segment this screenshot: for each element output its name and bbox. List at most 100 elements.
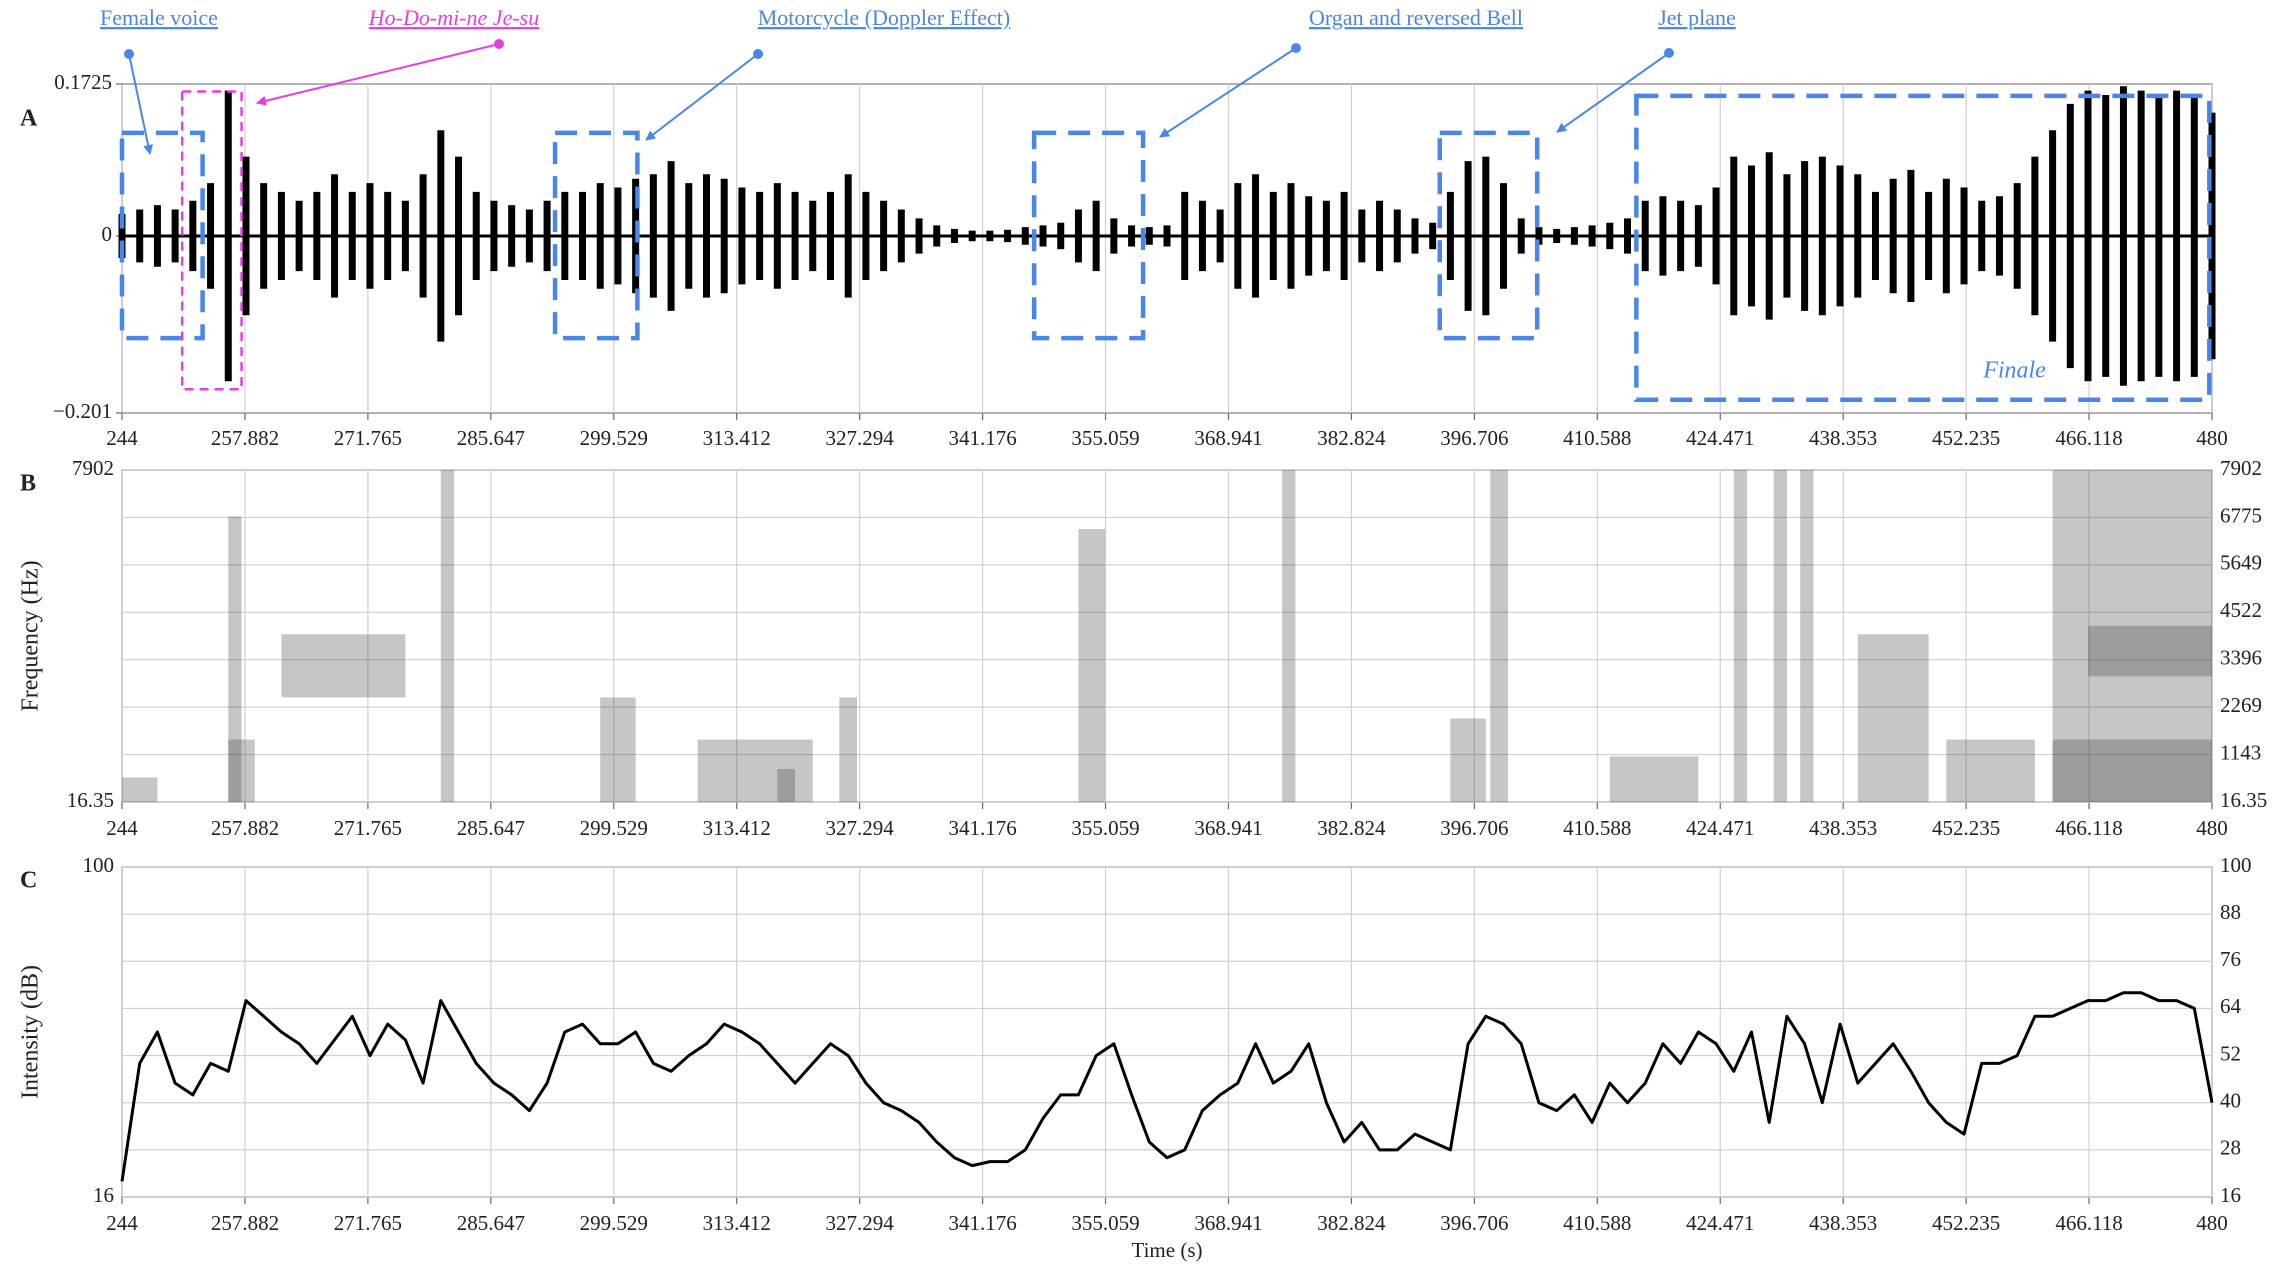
x-tick-label: 452.235 (1932, 1211, 2000, 1235)
x-tick-label: 424.471 (1686, 1211, 1754, 1235)
y-tick-label: −0.201 (53, 399, 112, 423)
y-limit-label: 7902 (72, 456, 114, 480)
x-tick-label: 396.706 (1440, 426, 1508, 450)
spectral-energy (441, 470, 454, 802)
y-tick-label-right: 16 (2220, 1183, 2241, 1207)
x-tick-label: 244 (106, 426, 138, 450)
x-tick-label: 410.588 (1563, 1211, 1631, 1235)
spectral-energy (839, 697, 857, 802)
x-tick-label: 480 (2196, 426, 2228, 450)
spectral-energy (1282, 470, 1295, 802)
x-tick-label: 299.529 (580, 426, 648, 450)
panel: B 244 257.882 271.765 285.647 299.529 313.412 3… (18, 456, 2268, 840)
x-tick-label: 438.353 (1809, 426, 1877, 450)
spectral-energy (281, 634, 405, 697)
y-tick-label-right: 64 (2220, 994, 2242, 1018)
annotation-label: Ho-Do-mi-ne Je-su (368, 5, 539, 30)
annotation-label: Female voice (100, 5, 218, 30)
page: A 244 257.882 271.765 285.647 299.529 313.412 3… (0, 0, 2290, 1265)
x-tick-label: 341.176 (948, 426, 1016, 450)
x-tick-label: 327.294 (826, 1211, 895, 1235)
intensity-line (122, 993, 2212, 1182)
spectral-energy (1774, 470, 1787, 802)
annotation-arrow (1557, 53, 1669, 132)
annotation-arrow (646, 54, 758, 140)
x-tick-label: 271.765 (334, 1211, 402, 1235)
y-tick-label-right: 1143 (2220, 740, 2261, 764)
y-tick-label-right: 16.35 (2220, 788, 2267, 812)
x-tick-label: 257.882 (211, 426, 279, 450)
x-tick-label: 271.765 (334, 426, 402, 450)
y-tick-label-right: 28 (2220, 1136, 2241, 1160)
spectral-energy (1800, 470, 1813, 802)
x-tick-label: 452.235 (1932, 816, 2000, 840)
spectral-energy (2088, 626, 2212, 677)
x-tick-label: 480 (2196, 816, 2228, 840)
y-tick-label-right: 4522 (2220, 598, 2262, 622)
x-tick-label: 466.118 (2055, 426, 2122, 450)
x-tick-label: 313.412 (703, 816, 771, 840)
x-tick-label: 355.059 (1071, 1211, 1139, 1235)
x-tick-label: 424.471 (1686, 426, 1754, 450)
x-tick-label: 368.941 (1194, 426, 1262, 450)
x-tick-label: 257.882 (211, 816, 279, 840)
x-tick-label: 466.118 (2055, 816, 2122, 840)
x-tick-label: 271.765 (334, 816, 402, 840)
x-tick-label: 424.471 (1686, 816, 1754, 840)
x-tick-label: 299.529 (580, 816, 648, 840)
annotation-label: Motorcycle (Doppler Effect) (758, 5, 1010, 30)
x-tick-label: 368.941 (1194, 1211, 1262, 1235)
x-tick-label: 327.294 (826, 816, 895, 840)
spectral-energy (1078, 529, 1105, 802)
annotation-label: Finale (1982, 357, 2046, 383)
y-tick-label-right: 3396 (2220, 646, 2262, 670)
spectral-energy (1946, 740, 2035, 802)
spectral-energy (228, 740, 255, 802)
x-tick-label: 244 (106, 816, 138, 840)
spectral-energy (1610, 756, 1699, 802)
y-tick-label-right: 88 (2220, 900, 2241, 924)
panel-letter: B (20, 471, 36, 497)
x-tick-label: 285.647 (457, 1211, 525, 1235)
y-axis-label: Intensity (dB) (18, 965, 44, 1099)
x-tick-label: 285.647 (457, 816, 525, 840)
x-tick-label: 327.294 (826, 426, 895, 450)
y-tick-label-right: 40 (2220, 1089, 2241, 1113)
x-tick-label: 355.059 (1071, 816, 1139, 840)
x-tick-label: 396.706 (1440, 1211, 1508, 1235)
y-axis-label: Frequency (Hz) (18, 560, 44, 711)
x-tick-label: 438.353 (1809, 816, 1877, 840)
y-tick-label: 0 (102, 222, 113, 246)
panel-letter: C (20, 868, 37, 894)
x-tick-label: 341.176 (948, 1211, 1016, 1235)
spectral-energy (600, 697, 635, 802)
x-tick-label: 382.824 (1317, 816, 1386, 840)
y-tick-label-right: 6775 (2220, 503, 2262, 527)
y-tick-label-right: 5649 (2220, 551, 2262, 575)
annotation-label: Organ and reversed Bell (1309, 5, 1523, 30)
annotation-label: Jet plane (1658, 5, 1736, 30)
x-tick-label: 382.824 (1317, 426, 1386, 450)
x-tick-label: 410.588 (1563, 816, 1631, 840)
x-tick-label: 410.588 (1563, 426, 1631, 450)
y-limit-label: 16 (93, 1183, 114, 1207)
spectral-energy (1490, 470, 1508, 802)
figure: A 244 257.882 271.765 285.647 299.529 313.412 3… (0, 0, 2290, 1265)
y-limit-label: 100 (83, 853, 115, 877)
x-tick-label: 341.176 (948, 816, 1016, 840)
x-tick-label: 452.235 (1932, 426, 2000, 450)
y-tick-label-right: 100 (2220, 853, 2252, 877)
x-tick-label: 480 (2196, 1211, 2228, 1235)
y-tick-label-right: 52 (2220, 1041, 2241, 1065)
x-tick-label: 299.529 (580, 1211, 648, 1235)
spectral-energy (698, 740, 813, 802)
annotation-arrow (129, 54, 150, 154)
panel-letter: A (20, 106, 38, 132)
spectral-energy (1450, 718, 1485, 802)
y-tick-label: 0.1725 (54, 70, 112, 94)
annotation-arrow (257, 44, 499, 103)
x-tick-label: 466.118 (2055, 1211, 2122, 1235)
x-axis-label: Time (s) (1132, 1238, 1203, 1262)
